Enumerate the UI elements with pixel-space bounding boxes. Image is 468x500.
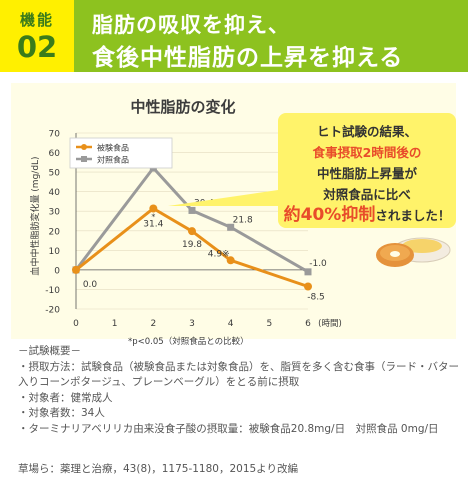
- data-label: 19.8: [182, 240, 202, 250]
- x-tick-label: 6: [305, 319, 311, 329]
- chart-footnote: *p<0.05（対照食品との比較）: [128, 336, 249, 347]
- data-point-test: [72, 265, 80, 274]
- y-tick-label: 40: [49, 188, 61, 198]
- data-label: 21.8: [233, 215, 253, 225]
- callout-line4: 対照食品に比べ: [323, 187, 411, 202]
- header-title-line1: 脂肪の吸収を抑え、: [92, 13, 290, 37]
- data-point-test: [149, 204, 158, 213]
- data-point-test: [226, 256, 235, 265]
- source-citation: 草場ら：薬理と治療，43(8)，1175-1180，2015より改編: [18, 463, 298, 475]
- badge-number: 02: [16, 30, 58, 64]
- chart-axes: 70 60 50 40 30 20 10 0 -10 -20 0 1 2 3 4 5 6 (時間) *p<0.05（…: [45, 130, 342, 348]
- notes-subject-count: ・対象者数：34人: [18, 407, 105, 419]
- data-point-control: [304, 268, 312, 276]
- function-badge: 機能 02: [0, 0, 74, 72]
- chart-grid: [76, 132, 308, 310]
- x-tick-label: 2: [150, 319, 156, 329]
- y-tick-label: 30: [49, 208, 61, 218]
- data-point-control: [227, 223, 235, 231]
- legend-control-label: 対照食品: [97, 155, 129, 165]
- notes-intake: ・ターミナリアベリリカ由来没食子酸の摂取量：被験食品20.8mg/日 対照食品 …: [18, 422, 439, 435]
- callout-line3: 中性脂肪上昇量が: [316, 166, 417, 181]
- header-title-line2: 食後中性脂肪の上昇を抑える: [92, 45, 404, 71]
- callout-emphasis: 約40%抑制: [283, 205, 376, 225]
- food-illustration-icon: [376, 237, 451, 267]
- data-point-test: [304, 282, 312, 291]
- legend-test-marker: [81, 144, 87, 150]
- legend-test-label: 被験食品: [97, 143, 129, 153]
- chart-series: [72, 164, 312, 291]
- callout-text: ヒト試験の結果、 食事摂取2時間後の 中性脂肪上昇量が 対照食品に比べ 約40%…: [282, 121, 452, 226]
- y-tick-label: -20: [45, 306, 60, 316]
- y-tick-label: 10: [49, 247, 61, 257]
- study-summary: －試験概要－ ・摂取方法：試験食品（被験食品または対象食品）を、脂質を多く含む食…: [18, 344, 459, 437]
- y-tick-label: 70: [49, 130, 61, 140]
- x-tick-label: 3: [189, 319, 195, 329]
- callout-line5: 約40%抑制されました！: [282, 205, 452, 226]
- data-label: -1.0: [309, 259, 327, 269]
- header-banner: 機能 02 脂肪の吸収を抑え、 食後中性脂肪の上昇を抑える: [0, 0, 468, 72]
- significance-marker: *: [151, 212, 155, 221]
- legend-control-marker: [81, 156, 87, 162]
- y-tick-label: 0: [54, 266, 60, 276]
- data-label: -8.5: [307, 293, 325, 303]
- callout-bubble: [168, 113, 456, 228]
- series-line-control: [74, 166, 309, 274]
- y-tick-label: 20: [49, 227, 61, 237]
- x-tick-label: 4: [228, 319, 234, 329]
- callout-line2: 食事摂取2時間後の: [312, 145, 422, 160]
- x-axis-label: (時間): [318, 319, 342, 329]
- data-label: 31.4: [143, 219, 163, 229]
- x-tick-label: 0: [73, 319, 79, 329]
- notes-subjects: ・対象者：健常成人: [18, 391, 113, 404]
- notes-heading: －試験概要－: [18, 345, 81, 357]
- data-label: 4.9※: [208, 249, 230, 259]
- callout-line1: ヒト試験の結果、: [316, 124, 417, 139]
- data-point-control: [188, 206, 196, 214]
- y-tick-label: 60: [49, 149, 61, 159]
- notes-method-cont: 入りコーンポタージュ、プレーンベーグル）をとる前に摂取: [18, 376, 300, 388]
- callout-line5-rest: されました！: [375, 208, 451, 223]
- notes-method: ・摂取方法：試験食品（被験食品または対象食品）を、脂質を多く含む食事（ラード・バ…: [18, 360, 459, 373]
- x-tick-label: 1: [112, 319, 118, 329]
- x-tick-label: 5: [266, 319, 272, 329]
- y-axis-label: 血中中性脂肪変化量 (mg/dL): [29, 156, 41, 275]
- chart-legend: 被験食品 対照食品: [69, 137, 173, 169]
- chart-title: 中性脂肪の変化: [130, 98, 235, 116]
- y-tick-label: -10: [45, 286, 60, 296]
- data-label: 0.0: [83, 280, 98, 290]
- data-point-test: [188, 227, 196, 236]
- y-tick-label: 50: [49, 169, 61, 179]
- badge-label: 機能: [19, 11, 54, 29]
